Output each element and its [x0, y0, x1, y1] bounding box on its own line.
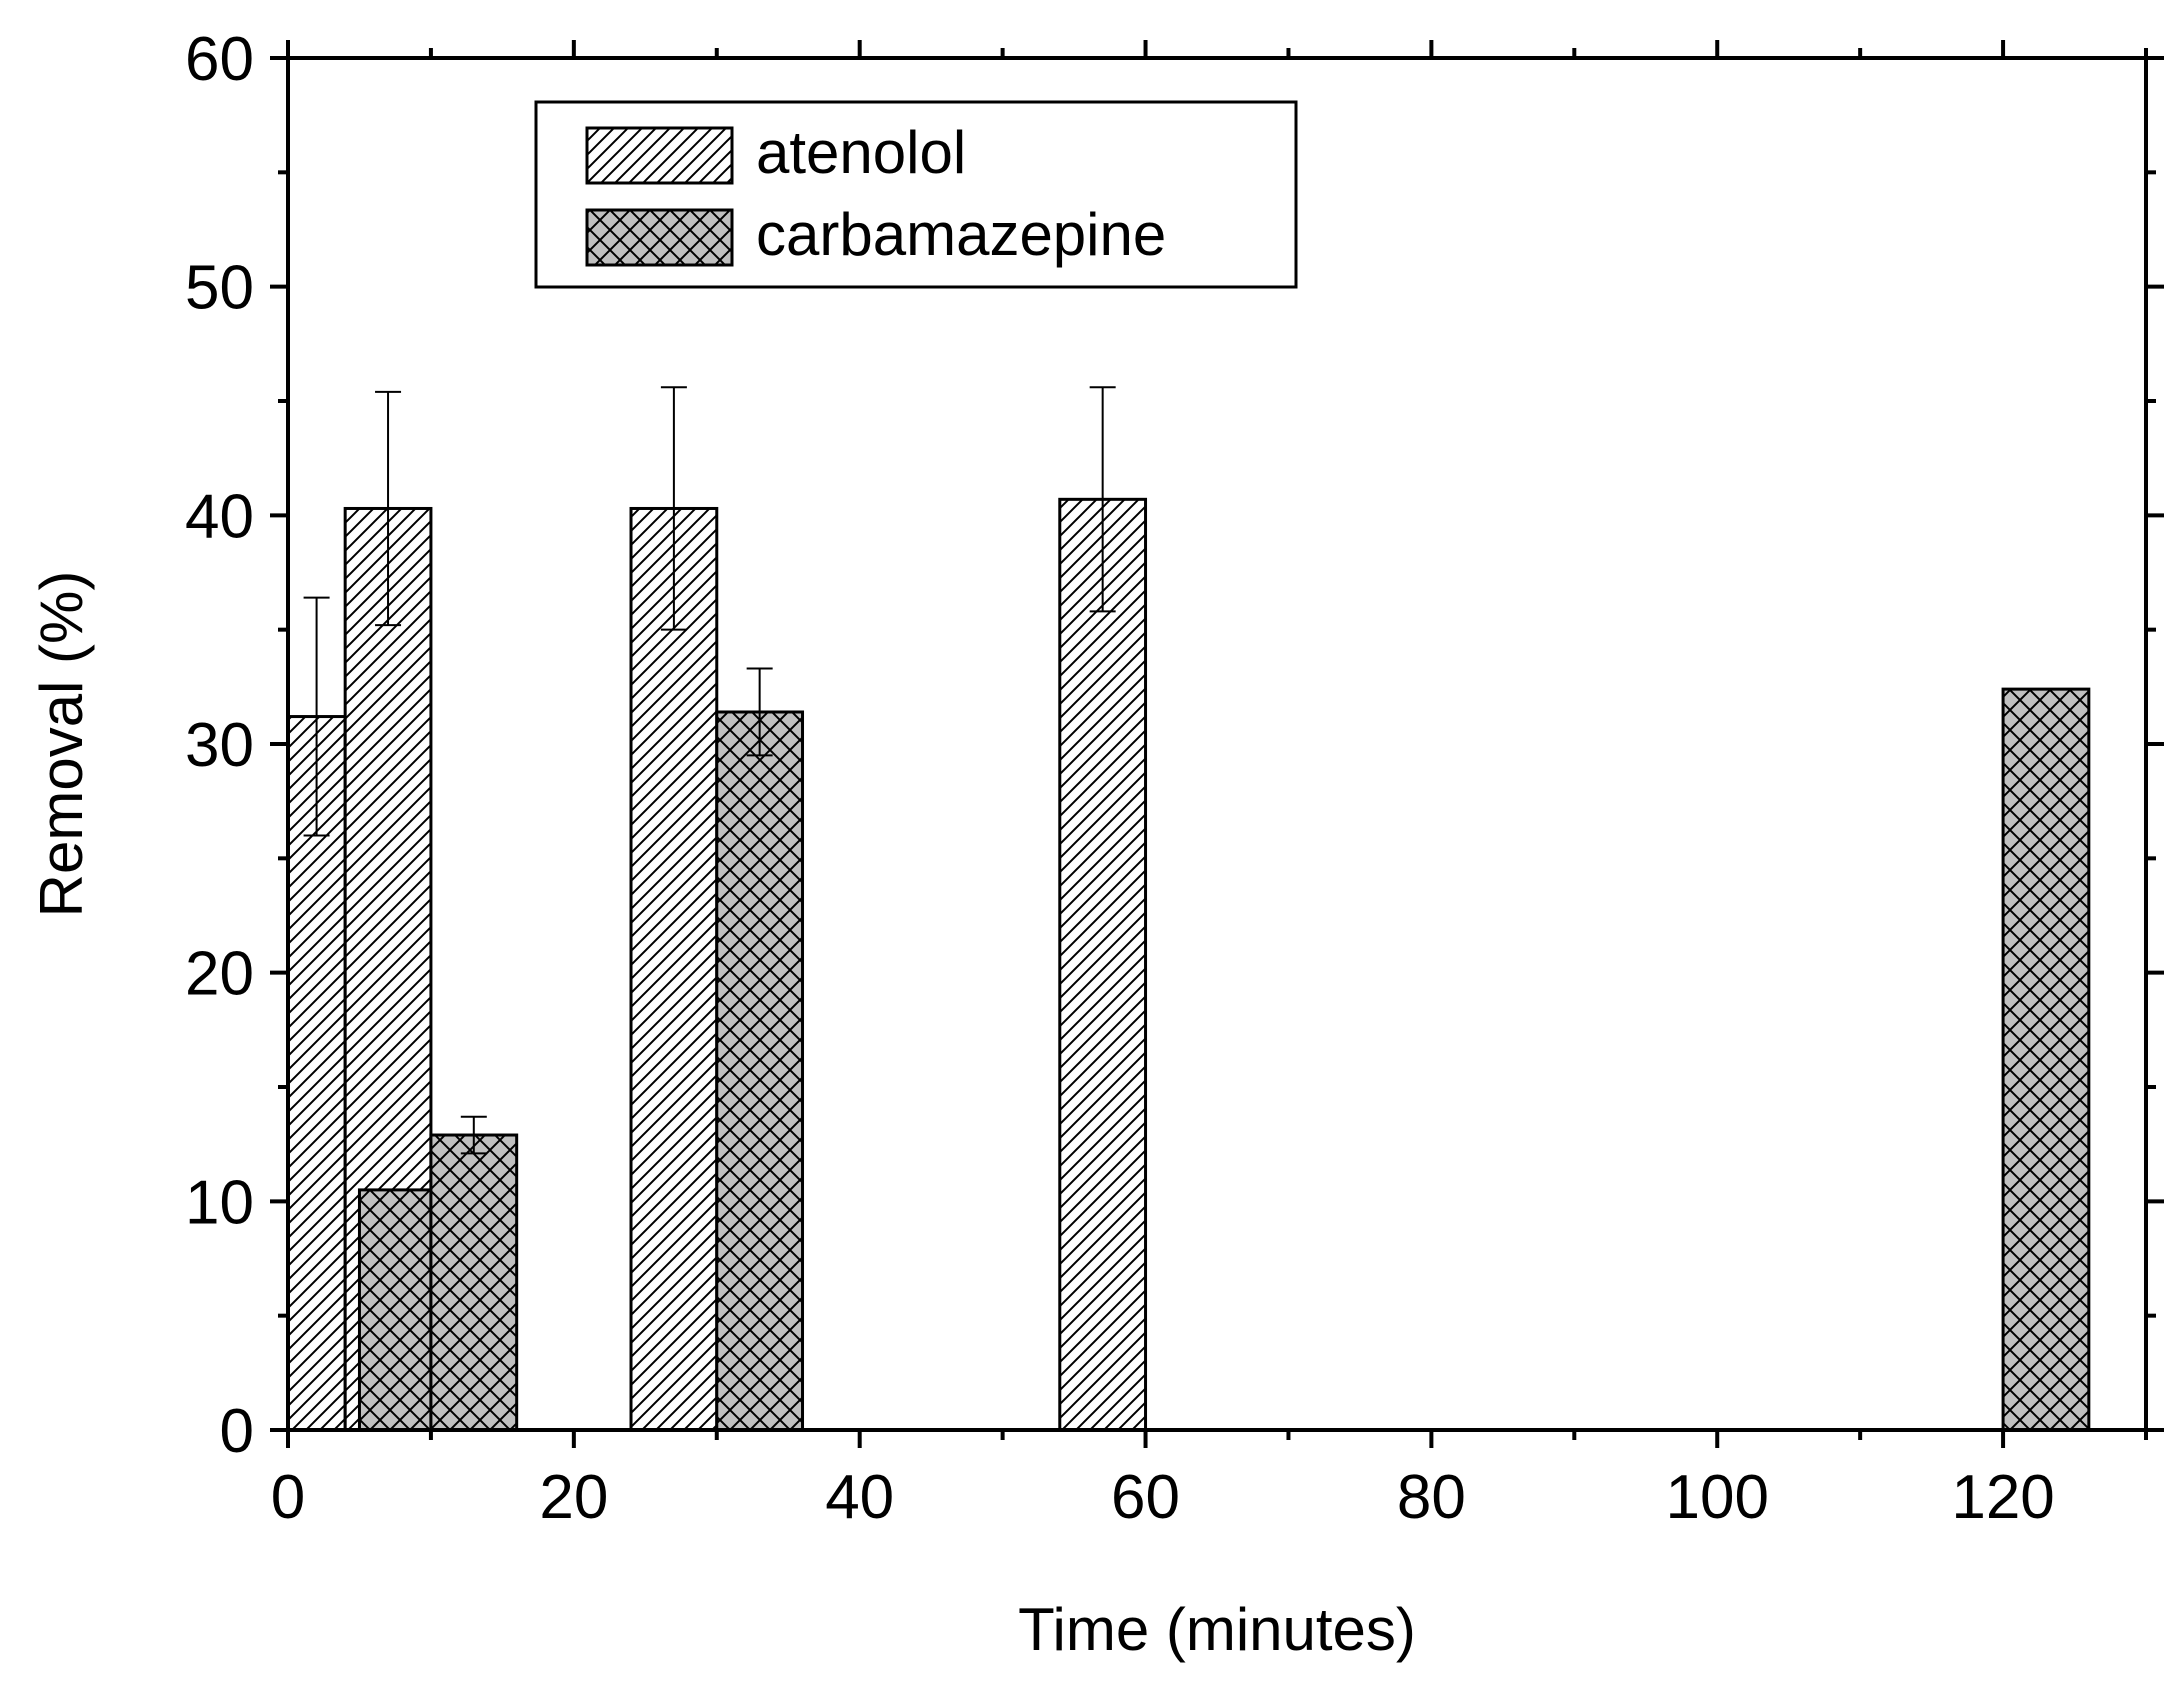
legend: atenolol carbamazepine: [534, 100, 1298, 289]
errorbar-atenolol-1: [375, 390, 402, 627]
errorbar-carbamazepine-2: [746, 667, 773, 757]
bar-atenolol-3: [1058, 497, 1148, 1432]
bar-carbamazepine-1: [429, 1133, 519, 1432]
legend-swatch-atenolol: [585, 126, 734, 185]
x-tick-label: 20: [539, 1463, 608, 1532]
bar-atenolol-2: [629, 506, 719, 1432]
errorbars-layer: [303, 386, 1116, 1155]
legend-swatch-carbamazepine: [585, 208, 734, 267]
ticks-layer: 0 20 40 60 80 100 120 0 10 20 30 40 50 60: [185, 25, 2164, 1532]
x-tick-label: 120: [1951, 1463, 2054, 1532]
y-tick-label: 60: [185, 25, 254, 94]
y-tick-label: 50: [185, 254, 254, 323]
errorbar-atenolol-2: [660, 386, 687, 631]
x-tick-label: 40: [825, 1463, 894, 1532]
bar-carbamazepine-2: [715, 710, 805, 1432]
x-tick-label: 100: [1666, 1463, 1769, 1532]
errorbar-atenolol-3: [1089, 386, 1116, 613]
legend-label-atenolol: atenolol: [756, 119, 966, 186]
bars-layer: [286, 497, 2091, 1432]
x-tick-label: 60: [1111, 1463, 1180, 1532]
x-tick-label: 80: [1397, 1463, 1466, 1532]
y-tick-label: 0: [220, 1397, 254, 1466]
x-tick-label: 0: [271, 1463, 305, 1532]
bar-carbamazepine-0: [357, 1188, 433, 1432]
errorbar-atenolol-0: [303, 596, 330, 837]
x-axis-title: Time (minutes): [1018, 1596, 1416, 1663]
y-tick-label: 20: [185, 940, 254, 1009]
legend-label-carbamazepine: carbamazepine: [756, 201, 1166, 268]
bar-carbamazepine-3: [2001, 687, 2091, 1432]
y-axis-title: Removal (%): [28, 571, 95, 918]
y-tick-label: 30: [185, 711, 254, 780]
y-tick-label: 10: [185, 1168, 254, 1237]
errorbar-carbamazepine-1: [460, 1115, 487, 1155]
y-tick-label: 40: [185, 482, 254, 551]
